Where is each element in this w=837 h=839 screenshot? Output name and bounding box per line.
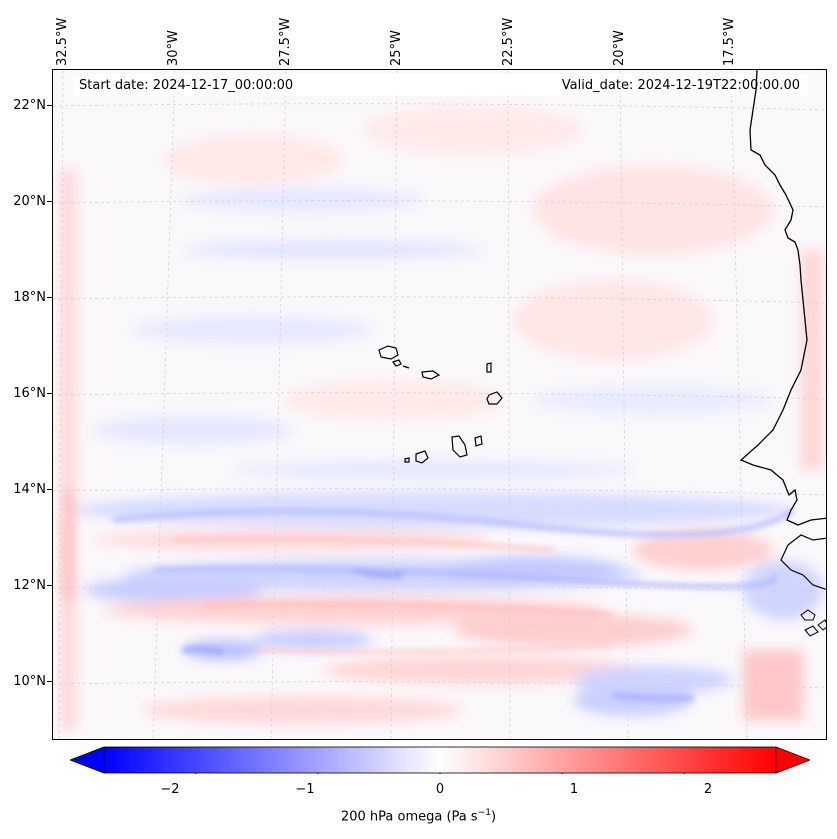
lat-label-22n: 22°N (13, 98, 46, 113)
start-date-text: Start date: 2024-12-17_00:00:00 (79, 78, 294, 93)
lon-label-27-5w: 27.5°W (278, 17, 293, 66)
africa-coastline (739, 70, 826, 526)
colorbar-tick-label: −1 (295, 782, 315, 797)
lon-label-22-5w: 22.5°W (501, 17, 516, 66)
lat-label-14n: 14°N (13, 482, 46, 497)
colorbar-label-sup: −1 (477, 808, 491, 818)
tick-lat-22 (47, 105, 52, 106)
colorbar-tick-label: −2 (160, 782, 180, 797)
colorbar-tick-label: 2 (703, 782, 713, 797)
colorbar-body (103, 746, 777, 774)
map-panel (52, 69, 827, 740)
tick-lat-16 (47, 393, 52, 394)
coast-bissagos (800, 609, 826, 637)
valid-date-text: Valid_date: 2024-12-19T22:00:00.00 (561, 78, 800, 93)
graticule (53, 70, 826, 739)
omega-streaks (112, 508, 795, 702)
lon-label-20w: 20°W (612, 30, 627, 66)
lat-label-16n: 16°N (13, 386, 46, 401)
lat-label-10n: 10°N (13, 674, 46, 689)
colorbar-extend-max (775, 746, 810, 774)
tick-lat-18 (47, 297, 52, 298)
colorbar-label-main: 200 hPa omega (Pa s (340, 809, 478, 825)
colorbar-label: 200 hPa omega (Pa s−1) (0, 808, 837, 824)
lat-label-18n: 18°N (13, 290, 46, 305)
cape-verde-islands (378, 345, 503, 464)
omega-field (61, 105, 823, 730)
coast-guinea (780, 534, 826, 590)
lon-label-25w: 25°W (389, 30, 404, 66)
colorbar-extend-min (70, 746, 105, 774)
lat-label-20n: 20°N (13, 194, 46, 209)
tick-lat-14 (47, 489, 52, 490)
map-canvas (53, 70, 826, 739)
lon-label-17-5w: 17.5°W (722, 17, 737, 66)
colorbar (70, 746, 810, 774)
colorbar-ticks (195, 773, 685, 774)
tick-lat-10 (47, 681, 52, 682)
header-strip (73, 74, 808, 96)
lat-label-12n: 12°N (13, 578, 46, 593)
tick-lat-20 (47, 201, 52, 202)
colorbar-tick-label: 0 (435, 782, 445, 797)
lon-label-30w: 30°W (166, 30, 181, 66)
colorbar-tick-label: 1 (569, 782, 579, 797)
colorbar-label-end: ) (490, 809, 497, 825)
lon-label-32-5w: 32.5°W (55, 17, 70, 66)
tick-lat-12 (47, 585, 52, 586)
